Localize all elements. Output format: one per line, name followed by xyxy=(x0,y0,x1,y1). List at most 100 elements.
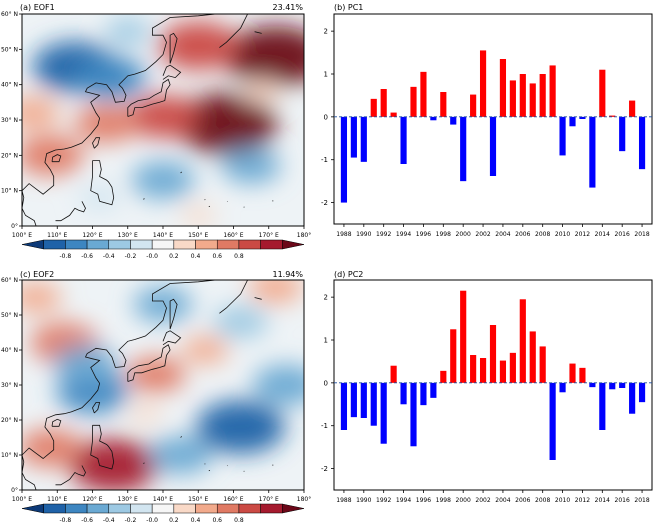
bar-1997 xyxy=(430,382,437,398)
anomaly-blobs xyxy=(22,17,304,226)
anomaly-blob xyxy=(22,135,84,176)
y-tick-label: 60° N xyxy=(1,11,18,18)
x-tick-label: 1990 xyxy=(356,497,371,504)
x-tick-label: 130° E xyxy=(118,232,138,239)
colorbar-cell xyxy=(216,503,240,514)
x-tick-label: 2016 xyxy=(615,497,630,504)
map-field xyxy=(22,280,304,490)
anomaly-blob xyxy=(252,364,304,406)
y-tick-label: -1 xyxy=(321,156,328,164)
bar-2007 xyxy=(529,331,536,383)
colorbar-tick-label: -0.0 xyxy=(146,253,158,260)
bar-2014 xyxy=(599,69,606,117)
eof1-variance-label: 23.41% xyxy=(272,3,303,12)
anomaly-blob xyxy=(181,205,215,226)
anomaly-blob xyxy=(128,402,163,424)
x-tick-label: 1988 xyxy=(336,231,351,238)
bar-1997 xyxy=(430,116,437,121)
eof2-axes: 100° E 110° E 120° E 130° E 140° E 150° E 160°… xyxy=(1,277,311,503)
eof2-colorbar: -0.8 -0.6 -0.4 -0.2 -0.0 0.2 0.4 0.6 0.8 xyxy=(21,503,305,524)
colorbar-tick-label: 0.8 xyxy=(234,253,244,260)
bar-2009 xyxy=(549,382,556,460)
x-tick-label: 1992 xyxy=(376,231,391,238)
colorbar-tick-label: 0.8 xyxy=(234,517,244,524)
coastline xyxy=(143,462,145,465)
colorbar-cell xyxy=(130,503,153,514)
coastline xyxy=(22,280,216,490)
y-tick-label: 1 xyxy=(324,337,328,345)
bar-2014 xyxy=(599,382,606,430)
bar-1992 xyxy=(380,89,387,117)
x-tick-label: 2016 xyxy=(615,231,630,238)
colorbar-tick-label: 0.2 xyxy=(169,517,179,524)
coastline xyxy=(143,198,145,200)
colorbar-tick-label: -0.0 xyxy=(146,517,158,524)
bar-2006 xyxy=(519,74,526,117)
coastline xyxy=(51,418,62,427)
y-tick-label: -1 xyxy=(321,422,328,430)
colorbar-cell xyxy=(173,503,196,514)
x-tick-label: 1990 xyxy=(356,231,371,238)
bar-2013 xyxy=(589,382,596,388)
plot-frame xyxy=(333,279,653,491)
y-tick-label: 1 xyxy=(324,71,328,79)
map-field xyxy=(22,14,304,226)
bar-1996 xyxy=(420,382,427,406)
x-tick-label: 2004 xyxy=(495,231,510,238)
colorbar-cell xyxy=(195,503,218,514)
colorbar-cell xyxy=(108,239,131,250)
colorbar-tick-label: 0.6 xyxy=(212,517,222,524)
plot-frame xyxy=(333,13,653,225)
bar-2006 xyxy=(519,299,526,383)
anomaly-blob xyxy=(213,305,268,339)
x-tick-label: 170° E xyxy=(259,232,279,239)
colorbar-tick-label: -0.2 xyxy=(125,253,137,260)
bar-2012 xyxy=(579,367,586,383)
coastline xyxy=(55,201,86,222)
coastline xyxy=(127,344,171,382)
anomaly-blob xyxy=(248,280,304,304)
anomaly-blob xyxy=(126,356,186,393)
bar-2002 xyxy=(479,50,487,117)
eof1-axes: 100° E 110° E 120° E 130° E 140° E 150° E 160°… xyxy=(1,11,311,239)
coastline xyxy=(219,280,248,314)
coastline xyxy=(92,402,101,414)
eof2-map-panel: (c) EOF2 11.94% 100° E 110° E 120° E 130° E… xyxy=(1,270,311,524)
bar-2018 xyxy=(638,116,646,170)
bar-2004 xyxy=(499,59,507,117)
anomaly-blob xyxy=(196,400,285,454)
y-tick-label: 10° N xyxy=(1,188,18,195)
x-tick-label: 120° E xyxy=(82,232,102,239)
coastline xyxy=(90,424,115,470)
colorbar-tick-label: 0.4 xyxy=(191,253,201,260)
bar-2004 xyxy=(499,360,507,383)
anomaly-blob xyxy=(158,21,239,70)
coastline xyxy=(180,436,182,438)
x-tick-label: 2008 xyxy=(535,231,550,238)
y-tick-label: 0 xyxy=(324,113,328,121)
y-tick-label: 40° N xyxy=(1,347,18,354)
bar-2000 xyxy=(460,290,467,383)
coastline xyxy=(169,32,178,64)
eof1-coastlines xyxy=(22,14,274,226)
pc1-panel-title: (b) PC1 xyxy=(334,3,363,12)
x-tick-label: 120° E xyxy=(82,496,102,503)
bar-2017 xyxy=(629,100,636,117)
x-tick-label: 160° E xyxy=(223,232,243,239)
y-tick-label: 40° N xyxy=(1,82,18,89)
colorbar-cell xyxy=(43,503,66,514)
coastline xyxy=(254,297,262,300)
x-tick-label: 2018 xyxy=(634,497,649,504)
bar-1988 xyxy=(340,116,348,203)
anomaly-blob xyxy=(74,56,146,100)
anomaly-blob xyxy=(149,436,213,474)
anomaly-blob xyxy=(74,104,139,143)
coastline xyxy=(55,465,86,486)
x-tick-label: 140° E xyxy=(153,232,173,239)
bar-1996 xyxy=(420,71,427,117)
colorbar-tick-label: -0.4 xyxy=(103,517,115,524)
bar-2010 xyxy=(559,116,566,156)
colorbar-cell xyxy=(151,503,175,514)
y-tick-label: 20° N xyxy=(1,152,18,159)
bar-2010 xyxy=(559,382,566,393)
